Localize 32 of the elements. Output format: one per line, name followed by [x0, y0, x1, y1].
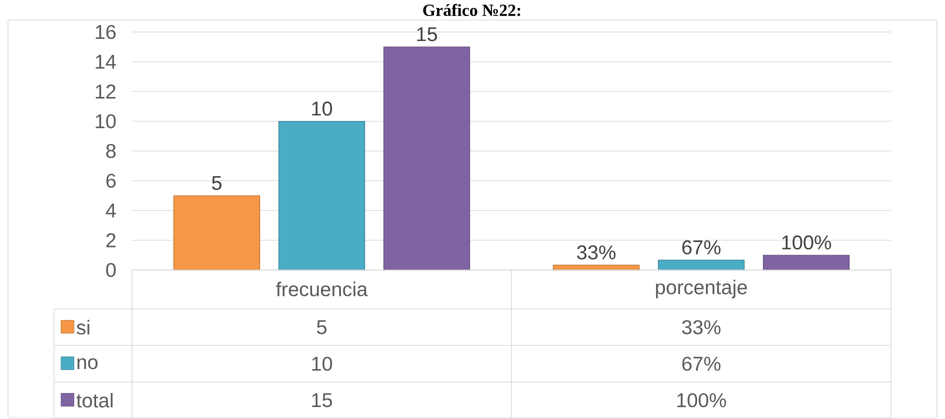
bar [762, 254, 850, 270]
y-tick-label: 2 [106, 233, 116, 248]
data-label: 15 [312, 393, 332, 408]
x-tick-label: porcentaje [656, 280, 747, 298]
text: 10 [312, 102, 332, 116]
legend-label: no [78, 358, 98, 370]
y-tick-label: 16 [96, 24, 116, 40]
bar [383, 46, 470, 270]
text: 67% [682, 240, 720, 254]
legend-label: total [76, 392, 113, 408]
text: 5 [212, 176, 222, 190]
bar [658, 260, 745, 270]
bar [173, 195, 260, 270]
y-tick-label: 0 [106, 262, 116, 278]
y-tick-label: 14 [96, 54, 116, 69]
text: 100% [782, 235, 832, 250]
x-tick-label: frecuencia [276, 282, 368, 296]
data-label: 100% [677, 393, 726, 408]
legend-label: si [76, 320, 90, 335]
chart-title: Gráfico №22: [423, 4, 520, 16]
data-label: 5 [317, 320, 326, 334]
y-tick-label: 8 [106, 144, 116, 158]
text: 15 [417, 27, 437, 42]
y-tick-label: 10 [96, 114, 116, 128]
bar [278, 120, 366, 270]
data-label: 67% [682, 356, 720, 371]
data-label: 10 [312, 356, 332, 371]
y-tick-label: 6 [106, 174, 116, 188]
text: 33% [577, 245, 616, 260]
y-tick-label: 12 [96, 84, 116, 98]
data-label: 33% [682, 320, 720, 334]
y-tick-label: 4 [106, 204, 116, 218]
